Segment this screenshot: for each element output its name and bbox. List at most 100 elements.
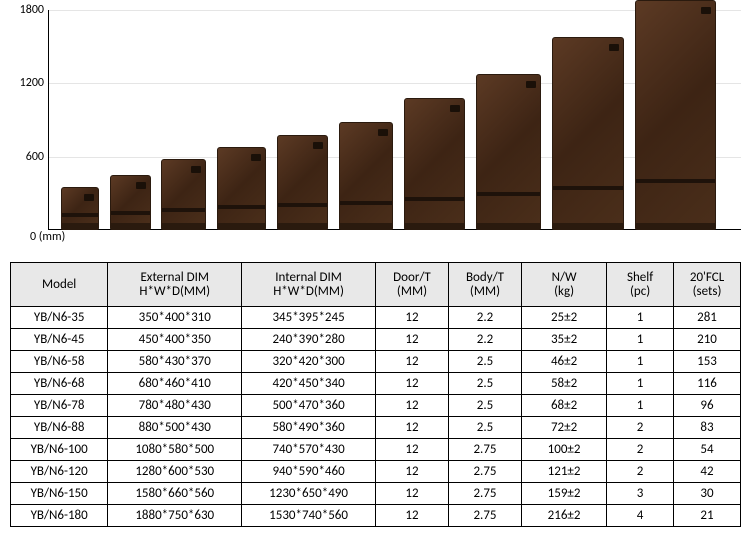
cell-int: 1530*740*560: [242, 505, 376, 527]
cell-ext: 1580*660*560: [108, 483, 242, 505]
th-ext: External DIMH*W*D(MM): [108, 263, 242, 307]
cell-fcl: 54: [674, 439, 741, 461]
cell-door: 12: [375, 439, 448, 461]
cell-door: 12: [375, 483, 448, 505]
cell-ext: 1080*580*500: [108, 439, 242, 461]
cell-int: 500*470*360: [242, 395, 376, 417]
cell-door: 12: [375, 351, 448, 373]
safe-pictogram: [161, 159, 206, 230]
cell-ext: 350*400*310: [108, 307, 242, 329]
cell-model: YB/N6-88: [11, 417, 108, 439]
chart-plot-area: [48, 10, 741, 230]
cell-body: 2.2: [448, 329, 521, 351]
th-fcl: 20'FCL(sets): [674, 263, 741, 307]
cell-shelf: 2: [607, 461, 674, 483]
table-row: YB/N6-78780*480*430500*470*360122.568±21…: [11, 395, 741, 417]
cell-ext: 880*500*430: [108, 417, 242, 439]
cell-body: 2.75: [448, 505, 521, 527]
cell-shelf: 1: [607, 329, 674, 351]
cell-fcl: 21: [674, 505, 741, 527]
cell-nw: 216±2: [521, 505, 606, 527]
cell-body: 2.5: [448, 395, 521, 417]
cell-int: 320*420*300: [242, 351, 376, 373]
cell-nw: 25±2: [521, 307, 606, 329]
cell-model: YB/N6-45: [11, 329, 108, 351]
cell-shelf: 1: [607, 351, 674, 373]
cell-model: YB/N6-78: [11, 395, 108, 417]
cell-int: 345*395*245: [242, 307, 376, 329]
safe-pictogram: [277, 135, 329, 230]
cell-fcl: 96: [674, 395, 741, 417]
cell-nw: 46±2: [521, 351, 606, 373]
cell-ext: 450*400*350: [108, 329, 242, 351]
cell-shelf: 1: [607, 395, 674, 417]
safe-pictogram: [476, 74, 541, 230]
table-row: YB/N6-1001080*580*500740*570*430122.7510…: [11, 439, 741, 461]
cell-shelf: 3: [607, 483, 674, 505]
cell-ext: 1280*600*530: [108, 461, 242, 483]
cell-fcl: 42: [674, 461, 741, 483]
th-int: Internal DIMH*W*D(MM): [242, 263, 376, 307]
cell-model: YB/N6-180: [11, 505, 108, 527]
cell-door: 12: [375, 329, 448, 351]
cell-model: YB/N6-58: [11, 351, 108, 373]
cell-fcl: 83: [674, 417, 741, 439]
cell-body: 2.75: [448, 439, 521, 461]
table-row: YB/N6-88880*500*430580*490*360122.572±22…: [11, 417, 741, 439]
cell-door: 12: [375, 307, 448, 329]
th-model: Model: [11, 263, 108, 307]
table-row: YB/N6-58580*430*370320*420*300122.546±21…: [11, 351, 741, 373]
cell-body: 2.5: [448, 373, 521, 395]
cell-int: 740*570*430: [242, 439, 376, 461]
th-body: Body/T(MM): [448, 263, 521, 307]
table-row: YB/N6-1801880*750*6301530*740*560122.752…: [11, 505, 741, 527]
cell-int: 420*450*340: [242, 373, 376, 395]
table-row: YB/N6-68680*460*410420*450*340122.558±21…: [11, 373, 741, 395]
cell-nw: 72±2: [521, 417, 606, 439]
cell-model: YB/N6-120: [11, 461, 108, 483]
safe-pictogram: [110, 175, 151, 230]
cell-door: 12: [375, 461, 448, 483]
cell-nw: 121±2: [521, 461, 606, 483]
cell-nw: 68±2: [521, 395, 606, 417]
th-shelf: Shelf(pc): [607, 263, 674, 307]
cell-fcl: 281: [674, 307, 741, 329]
safe-pictogram: [552, 37, 624, 230]
cell-model: YB/N6-35: [11, 307, 108, 329]
cell-body: 2.2: [448, 307, 521, 329]
cell-fcl: 210: [674, 329, 741, 351]
cell-ext: 780*480*430: [108, 395, 242, 417]
y-tick-1800: 1800: [20, 3, 44, 17]
cell-door: 12: [375, 417, 448, 439]
y-axis: 1800 1200 600: [0, 0, 48, 230]
cell-int: 1230*650*490: [242, 483, 376, 505]
cell-shelf: 1: [607, 307, 674, 329]
cell-body: 2.75: [448, 483, 521, 505]
safe-pictogram: [635, 0, 716, 230]
cell-ext: 680*460*410: [108, 373, 242, 395]
cell-door: 12: [375, 395, 448, 417]
cell-int: 240*390*280: [242, 329, 376, 351]
cell-fcl: 30: [674, 483, 741, 505]
y-tick-1200: 1200: [20, 76, 44, 90]
cell-model: YB/N6-100: [11, 439, 108, 461]
axis-unit-label: 0 (mm): [30, 230, 65, 244]
y-tick-600: 600: [26, 150, 44, 164]
table-row: YB/N6-1201280*600*530940*590*460122.7512…: [11, 461, 741, 483]
cell-fcl: 116: [674, 373, 741, 395]
cell-nw: 58±2: [521, 373, 606, 395]
cell-ext: 580*430*370: [108, 351, 242, 373]
spec-table: Model External DIMH*W*D(MM) Internal DIM…: [10, 262, 741, 527]
th-nw: N/W(kg): [521, 263, 606, 307]
table-row: YB/N6-1501580*660*5601230*650*490122.751…: [11, 483, 741, 505]
safe-pictogram: [339, 122, 393, 230]
cell-int: 580*490*360: [242, 417, 376, 439]
cell-door: 12: [375, 373, 448, 395]
cell-nw: 35±2: [521, 329, 606, 351]
cell-shelf: 4: [607, 505, 674, 527]
cell-body: 2.5: [448, 417, 521, 439]
cell-nw: 159±2: [521, 483, 606, 505]
cell-shelf: 2: [607, 417, 674, 439]
table-row: YB/N6-35350*400*310345*395*245122.225±21…: [11, 307, 741, 329]
cell-body: 2.75: [448, 461, 521, 483]
